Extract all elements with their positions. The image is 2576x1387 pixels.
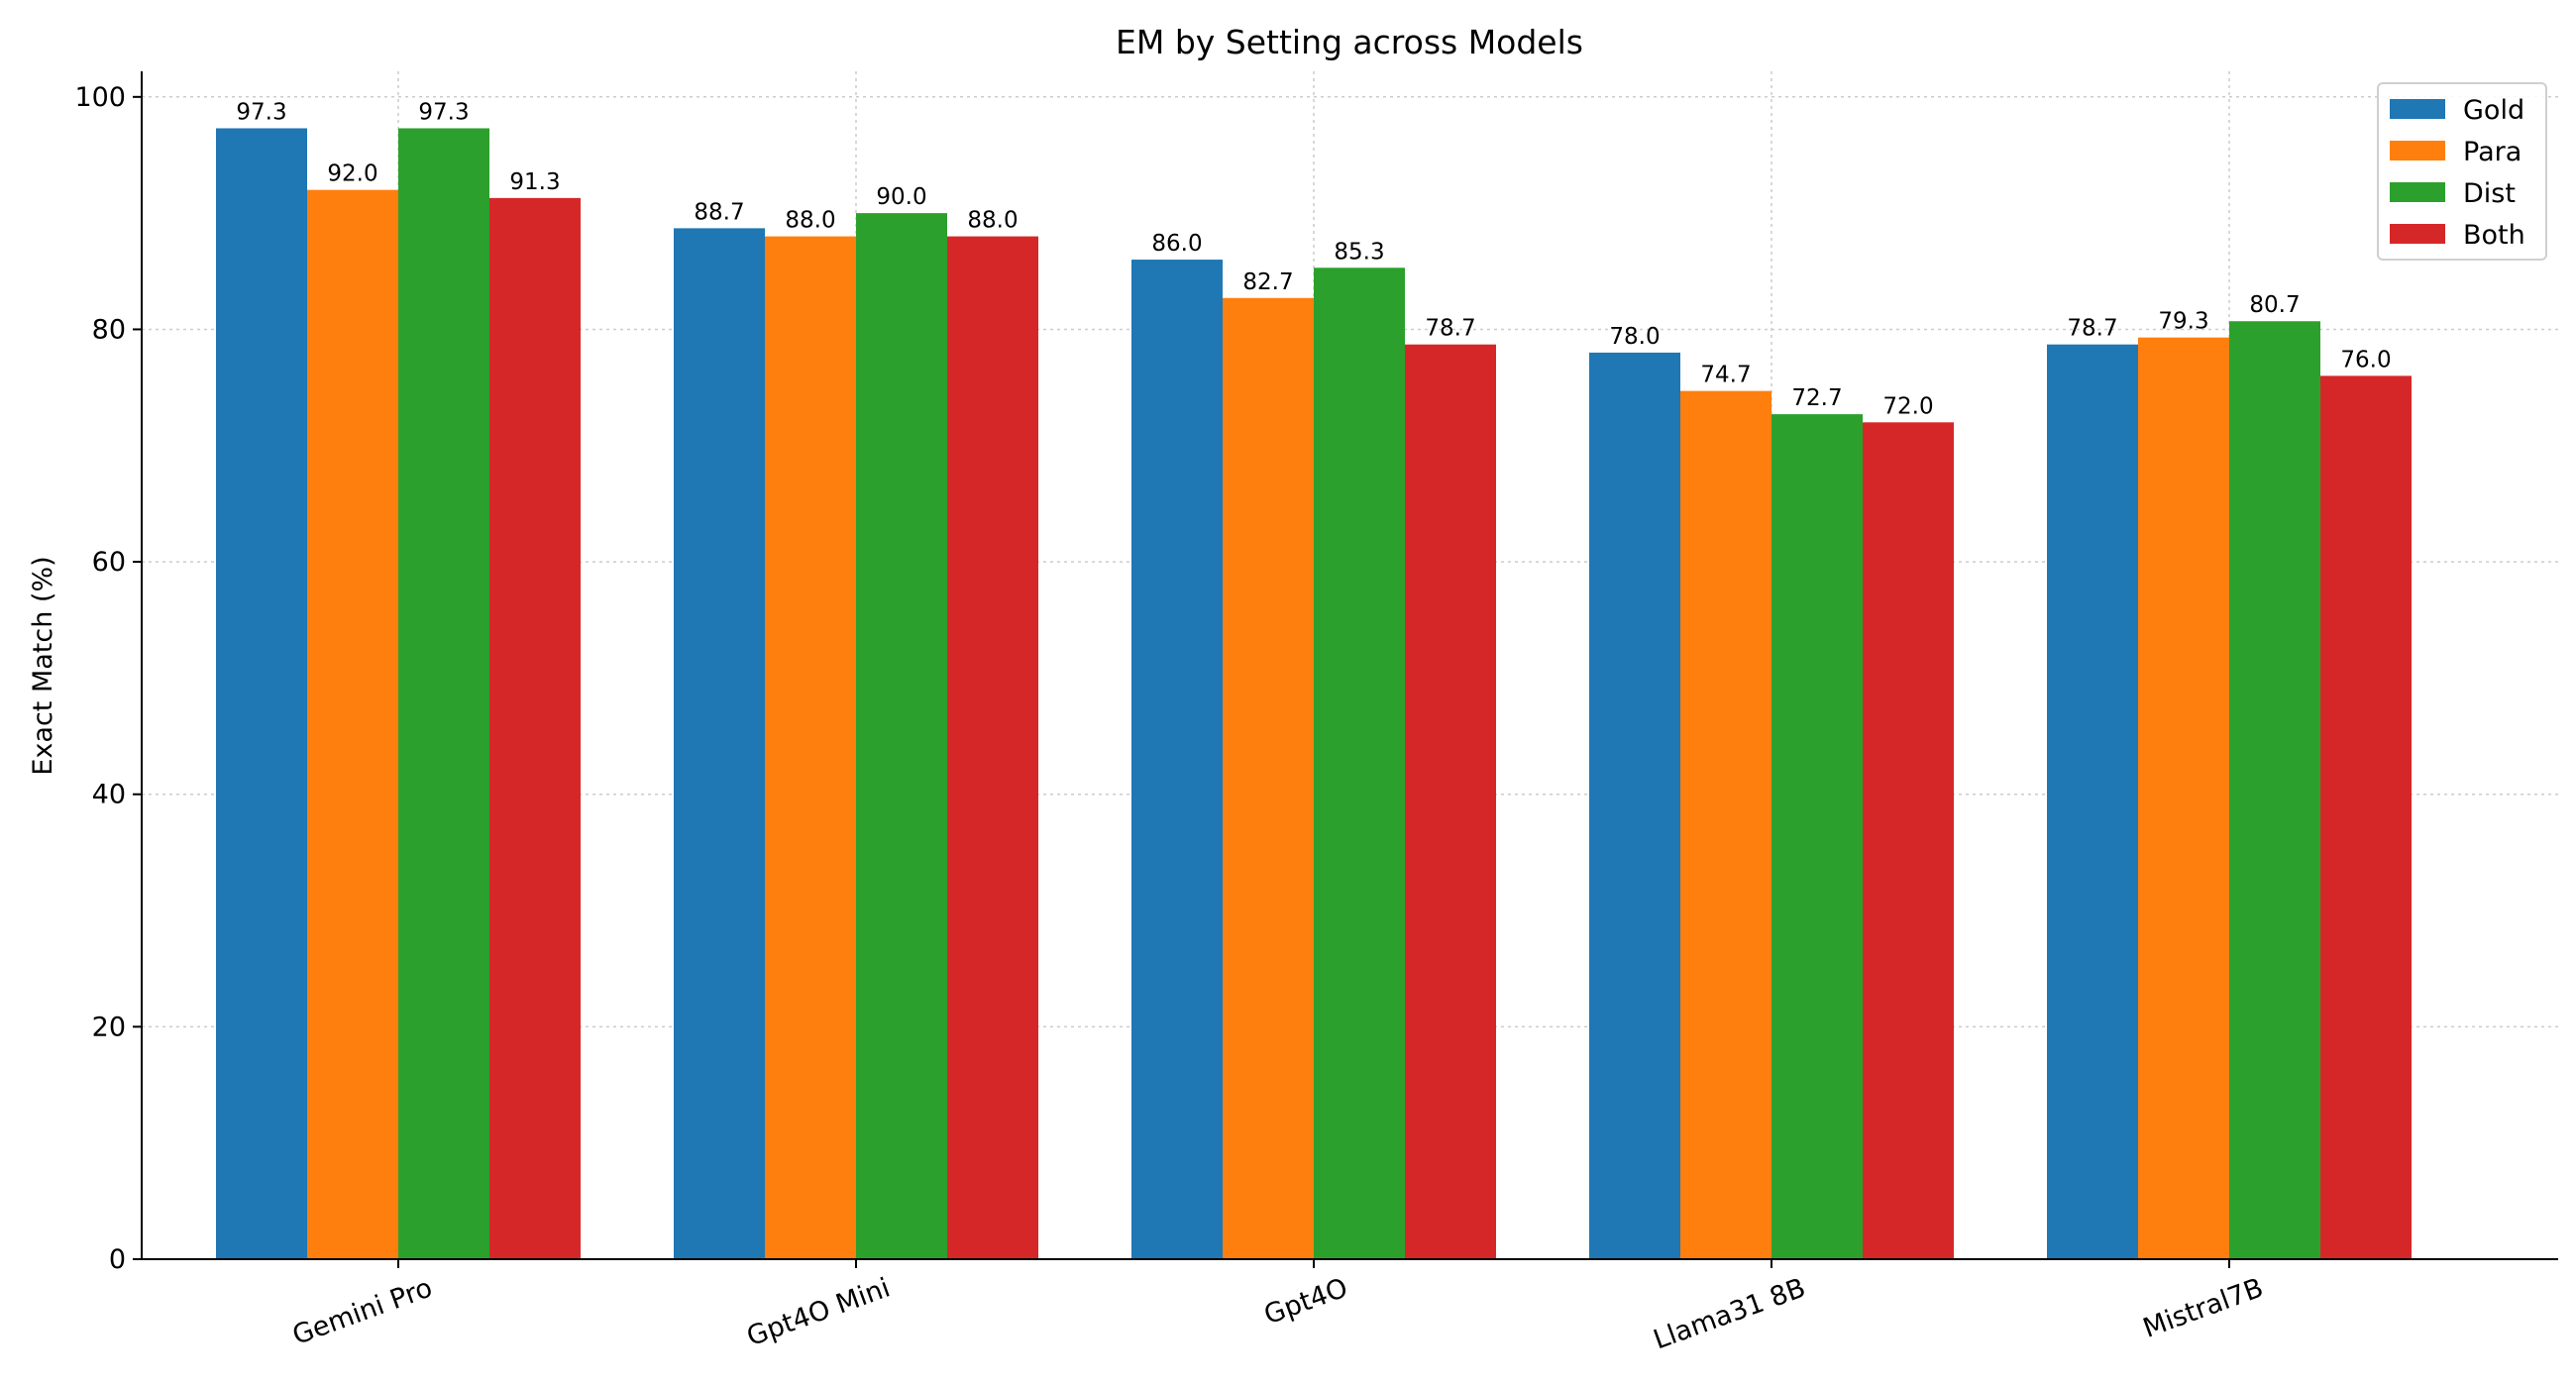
x-tick-label: Gpt4O [1260,1272,1351,1331]
data-label: 92.0 [327,161,377,187]
data-label: 88.0 [785,208,835,234]
data-labels: 97.3 88.7 86.0 78.0 78.7 92.0 88.0 82.7 74.7 79.3… [236,99,2391,419]
data-label: 78.7 [1425,316,1475,342]
x-tick-label: Gpt4O Mini [743,1272,895,1352]
legend-swatch-dist [2390,182,2445,202]
data-label: 72.0 [1882,393,1933,419]
bar-para [2138,337,2229,1259]
bar-dist [398,128,489,1259]
legend-swatch-gold [2390,99,2445,119]
bar-both [1405,344,1496,1260]
y-tick-label: 20 [92,1012,126,1042]
bar-gold [2047,344,2138,1260]
bar-gold [674,228,765,1260]
data-label: 91.3 [509,169,560,195]
bar-para [1680,390,1771,1259]
data-label: 86.0 [1151,231,1202,257]
legend-label: Para [2463,137,2522,167]
legend-label: Gold [2463,95,2524,126]
bar-both [1863,422,1954,1259]
bar-dist [1771,414,1863,1259]
bar-both [2320,375,2412,1259]
y-tick-label: 80 [92,314,126,345]
bar-dist [2229,321,2320,1259]
bars [216,128,2412,1260]
chart-title: EM by Setting across Models [1116,23,1583,61]
data-label: 78.7 [2067,316,2117,342]
data-label: 79.3 [2158,309,2208,335]
data-label: 76.0 [2340,347,2391,373]
x-tick-label: Gemini Pro [288,1272,436,1351]
bar-gold [1589,352,1680,1259]
y-axis-label: Exact Match (%) [28,556,58,775]
data-label: 97.3 [236,99,286,125]
bar-para [765,236,856,1259]
data-label: 85.3 [1334,239,1384,265]
data-label: 90.0 [876,184,926,210]
y-tick-label: 100 [74,82,126,113]
bar-dist [856,213,947,1260]
data-label: 88.7 [694,199,744,225]
bar-dist [1314,267,1405,1260]
legend-label: Both [2463,220,2525,251]
bar-para [1223,297,1314,1260]
legend-box [2377,82,2547,261]
bar-both [947,236,1038,1259]
x-tick-label: Llama31 8B [1650,1272,1809,1355]
data-label: 78.0 [1609,324,1660,350]
data-label: 80.7 [2249,292,2300,318]
legend-label: Dist [2463,178,2516,209]
data-label: 82.7 [1242,269,1293,295]
x-tick-label: Mistral7B [2139,1272,2267,1343]
bar-gold [1131,260,1223,1259]
legend-swatch-both [2390,224,2445,244]
data-label: 74.7 [1700,363,1751,388]
data-label: 72.7 [1791,385,1842,411]
bar-both [489,197,581,1259]
y-tick-label: 60 [92,547,126,578]
y-tick-label: 40 [92,780,126,810]
y-tick-label: 0 [109,1244,126,1275]
legend: Gold Para Dist Both [2377,82,2547,261]
bar-para [307,189,398,1259]
legend-swatch-para [2390,141,2445,160]
data-label: 88.0 [967,208,1018,234]
bar-gold [216,128,307,1259]
data-label: 97.3 [418,99,469,125]
